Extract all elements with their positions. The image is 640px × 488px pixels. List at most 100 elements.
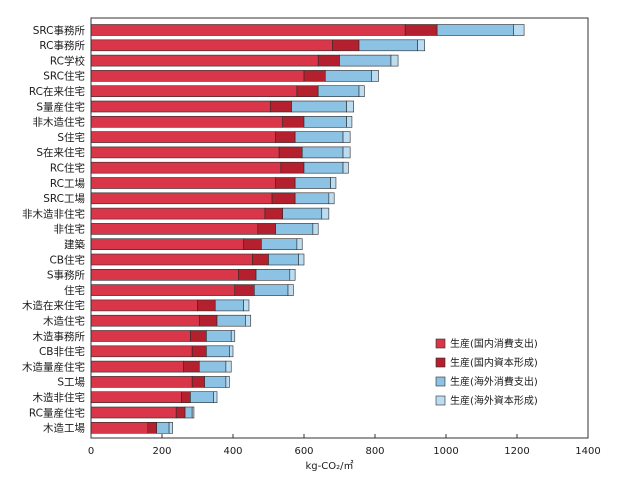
bar-segment-series-2	[332, 39, 360, 52]
bar-segment-series-3	[206, 345, 230, 358]
category-label: 木造非住宅	[33, 391, 86, 404]
bar-segment-series-1	[90, 54, 319, 67]
bar-segment-series-1	[90, 131, 276, 143]
bar-segment-series-2	[238, 268, 257, 281]
bar-segment-series-3	[184, 406, 193, 419]
category-label: 非住宅	[54, 223, 86, 236]
category-label: 木造事務所	[33, 330, 86, 343]
category-label: 木造在来住宅	[22, 299, 85, 312]
bar-segment-series-4	[168, 421, 173, 434]
bar-segment-series-2	[264, 207, 284, 220]
bar-segment-series-1	[90, 207, 266, 220]
bar-segment-series-2	[296, 85, 319, 97]
bar-segment-series-2	[317, 54, 340, 67]
bar-segment-series-1	[90, 376, 193, 388]
x-tick-label: 400	[223, 446, 242, 457]
bar-segment-series-4	[230, 330, 236, 342]
bar-segment-series-3	[214, 299, 244, 312]
bar-segment-series-2	[243, 238, 262, 250]
bar-segment-series-3	[317, 85, 360, 97]
x-axis-ticks: 0 200 400 600 800 1000 1200 1400	[88, 434, 601, 457]
bar-segment-series-3	[324, 70, 372, 82]
bar-segment-series-4	[342, 161, 349, 174]
x-tick-label: 200	[152, 446, 171, 457]
bar-segment-series-1	[90, 238, 244, 250]
bar-segment-series-4	[346, 116, 353, 128]
legend-label: 生産(海外資本形成)	[450, 394, 538, 407]
bar-segment-series-2	[280, 161, 305, 174]
bar-segment-series-4	[245, 314, 252, 327]
bar-segment-series-2	[183, 360, 200, 373]
bar-segment-series-4	[328, 192, 335, 205]
bar-segment-series-2	[190, 330, 207, 342]
bar-segment-series-4	[312, 223, 319, 235]
bar-segment-series-4	[346, 100, 355, 113]
bar-segment-series-2	[147, 421, 157, 434]
bar-segment-series-3	[198, 360, 227, 373]
bar-segment-series-1	[90, 253, 253, 266]
category-label: RC工場	[50, 177, 86, 190]
bar-segment-series-2	[197, 299, 216, 312]
bar-segment-series-4	[298, 253, 305, 266]
bar-segment-series-3	[156, 421, 170, 434]
category-label: S事務所	[47, 269, 86, 282]
bar-segment-series-2	[191, 376, 205, 388]
category-label: SRC住宅	[43, 70, 85, 83]
bar-segment-series-1	[90, 284, 236, 296]
bar-segment-series-4	[358, 85, 365, 97]
category-label: 非木造非住宅	[22, 207, 85, 220]
bar-segment-series-1	[90, 421, 149, 434]
bar-segment-series-4	[225, 360, 232, 373]
x-axis-title: kg-CO₂/㎡	[306, 460, 354, 472]
bar-segment-series-4	[296, 238, 303, 250]
bar-segment-series-4	[243, 299, 250, 312]
bar-segment-series-2	[303, 70, 326, 82]
category-label: 木造住宅	[43, 315, 85, 328]
bars-layer	[90, 24, 525, 434]
bar-segment-series-4	[287, 284, 294, 296]
category-label: RC住宅	[50, 162, 85, 175]
bar-segment-series-3	[275, 223, 314, 235]
category-label: 非木造住宅	[33, 116, 86, 129]
legend-swatch	[435, 357, 446, 368]
bar-segment-series-3	[268, 253, 299, 266]
legend-swatch	[435, 395, 446, 406]
bar-segment-series-1	[90, 192, 273, 205]
bar-segment-series-1	[90, 146, 280, 159]
plot-area-border	[90, 17, 589, 439]
legend: 生産(国内消費支出) 生産(国内資本形成) 生産(海外消費支出) 生産(海外資本形成)	[435, 337, 538, 407]
bar-segment-series-2	[269, 100, 292, 113]
category-label: RC在来住宅	[29, 85, 85, 98]
bar-segment-series-3	[190, 391, 214, 404]
bar-segment-series-2	[404, 24, 438, 36]
bar-segment-series-2	[278, 146, 303, 159]
bar-segment-series-2	[271, 192, 296, 205]
category-label: S工場	[57, 376, 85, 389]
x-tick-label: 800	[365, 446, 384, 457]
x-tick-label: 600	[294, 446, 313, 457]
legend-swatch	[435, 376, 446, 387]
bar-segment-series-4	[289, 268, 296, 281]
bar-segment-series-1	[90, 345, 193, 358]
plot-frame	[90, 17, 589, 439]
x-tick-label: 0	[88, 446, 94, 457]
category-label: RC量産住宅	[29, 406, 85, 419]
x-tick-label: 1000	[433, 446, 458, 457]
bar-segment-series-1	[90, 70, 305, 82]
bar-segment-series-2	[181, 391, 191, 404]
bar-segment-series-3	[436, 24, 514, 36]
bar-segment-series-2	[282, 116, 305, 128]
bar-segment-series-4	[225, 376, 230, 388]
bar-segment-series-2	[191, 345, 207, 358]
bar-segment-series-1	[90, 39, 333, 52]
bar-segment-series-3	[294, 192, 330, 205]
bar-segment-series-4	[213, 391, 218, 404]
bar-segment-series-3	[255, 268, 291, 281]
category-label: 木造工場	[43, 422, 85, 435]
bar-segment-series-2	[275, 177, 296, 189]
bar-segment-series-3	[204, 376, 227, 388]
bar-segment-series-3	[282, 207, 323, 220]
bar-segment-series-3	[254, 284, 289, 296]
